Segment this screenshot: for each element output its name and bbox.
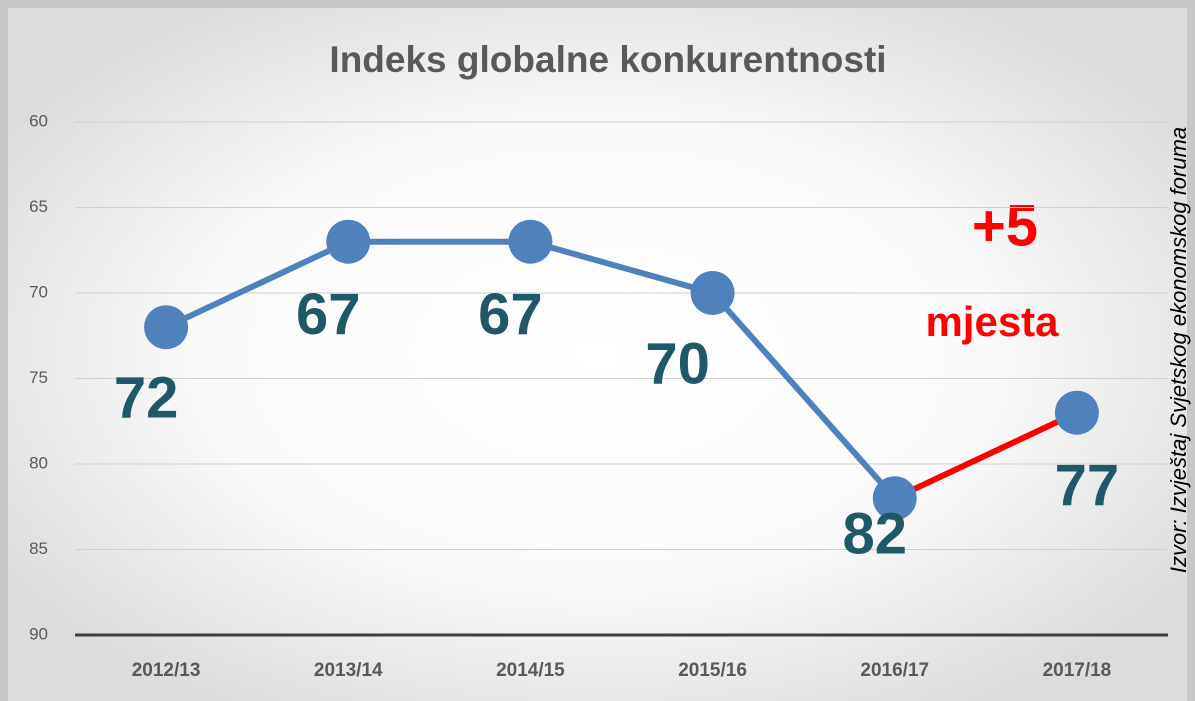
y-tick-label: 70 <box>29 282 48 301</box>
x-tick-label: 2015/16 <box>678 660 747 681</box>
chart-title: Indeks globalne konkurentnosti <box>329 39 886 80</box>
background <box>8 8 1187 701</box>
marker <box>1054 390 1099 435</box>
y-tick-label: 90 <box>29 624 48 643</box>
marker <box>508 219 553 264</box>
line-segment <box>529 238 714 296</box>
x-tick-label: 2012/13 <box>132 660 201 681</box>
y-tick-label: 75 <box>29 368 48 387</box>
x-tick-label: 2014/15 <box>496 660 565 681</box>
y-tick-label: 85 <box>29 539 48 558</box>
annotation: mjesta <box>925 298 1059 345</box>
annotation: +5 <box>972 193 1038 258</box>
line-segment <box>164 238 350 330</box>
data-label: 67 <box>296 282 361 347</box>
data-label: 67 <box>478 282 543 347</box>
marker <box>326 219 371 264</box>
source-note: Izvor: Izvještaj Svjetskog ekonomskog fo… <box>1166 127 1191 573</box>
data-label: 77 <box>1055 453 1120 518</box>
line-segment <box>893 409 1079 501</box>
line-segment <box>710 291 897 501</box>
y-tick-label: 80 <box>29 453 48 472</box>
marker <box>144 305 189 350</box>
y-tick-label: 60 <box>29 111 48 130</box>
marker <box>690 271 735 315</box>
y-tick-label: 65 <box>29 197 48 216</box>
data-label: 72 <box>114 366 179 431</box>
data-label: 82 <box>842 502 907 567</box>
x-tick-label: 2017/18 <box>1043 660 1112 681</box>
marker <box>872 476 917 521</box>
x-tick-label: 2013/14 <box>314 660 383 681</box>
x-tick-label: 2016/17 <box>860 660 929 681</box>
data-label: 70 <box>645 331 710 396</box>
